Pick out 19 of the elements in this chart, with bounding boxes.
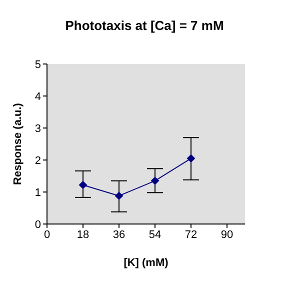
x-tick-label: 90 [220,228,234,241]
y-tick-label: 3 [34,122,41,135]
chart-title: Phototaxis at [Ca] = 7 mM [64,18,225,33]
x-tick-label: 0 [44,228,50,241]
y-tick-label: 2 [34,154,41,167]
point [187,154,195,162]
point [115,192,123,200]
y-tick-label: 1 [34,186,41,199]
x-tick-label: 54 [148,228,162,241]
y-axis-title: Response (a.u.) [12,102,24,185]
y-tick-label: 4 [34,90,41,103]
y-tick-label: 5 [34,58,41,71]
x-axis-title: [K] (mM) [124,257,169,269]
point [79,180,87,189]
x-tick-label: 72 [184,228,198,241]
point [151,176,159,185]
x-tick-label: 36 [112,228,126,241]
x-tick-label: 18 [76,228,90,241]
y-tick-label: 0 [34,218,41,231]
